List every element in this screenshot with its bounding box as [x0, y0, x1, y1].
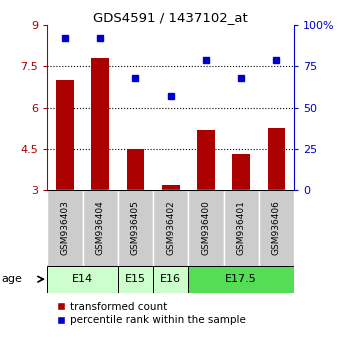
- Text: E17.5: E17.5: [225, 274, 257, 284]
- Bar: [188, 266, 294, 293]
- Bar: [188, 190, 223, 266]
- Bar: [82, 190, 118, 266]
- Text: E16: E16: [160, 274, 181, 284]
- Bar: [268, 128, 285, 190]
- Bar: [233, 154, 250, 190]
- Text: E15: E15: [125, 274, 146, 284]
- Text: GSM936404: GSM936404: [96, 201, 105, 255]
- Text: GSM936401: GSM936401: [237, 201, 246, 256]
- Legend: transformed count, percentile rank within the sample: transformed count, percentile rank withi…: [52, 298, 250, 329]
- Bar: [47, 266, 118, 293]
- Text: GSM936400: GSM936400: [201, 201, 211, 256]
- Bar: [91, 58, 109, 190]
- Bar: [153, 190, 188, 266]
- Text: GSM936406: GSM936406: [272, 201, 281, 256]
- Bar: [153, 266, 188, 293]
- Bar: [259, 190, 294, 266]
- Bar: [56, 80, 74, 190]
- Text: GSM936403: GSM936403: [61, 201, 69, 256]
- Bar: [223, 190, 259, 266]
- Bar: [118, 190, 153, 266]
- Text: GSM936402: GSM936402: [166, 201, 175, 255]
- Bar: [118, 266, 153, 293]
- Text: GSM936405: GSM936405: [131, 201, 140, 256]
- Bar: [127, 149, 144, 190]
- Bar: [197, 130, 215, 190]
- Text: E14: E14: [72, 274, 93, 284]
- Text: age: age: [2, 274, 23, 284]
- Title: GDS4591 / 1437102_at: GDS4591 / 1437102_at: [93, 11, 248, 24]
- Bar: [162, 185, 179, 190]
- Bar: [47, 190, 82, 266]
